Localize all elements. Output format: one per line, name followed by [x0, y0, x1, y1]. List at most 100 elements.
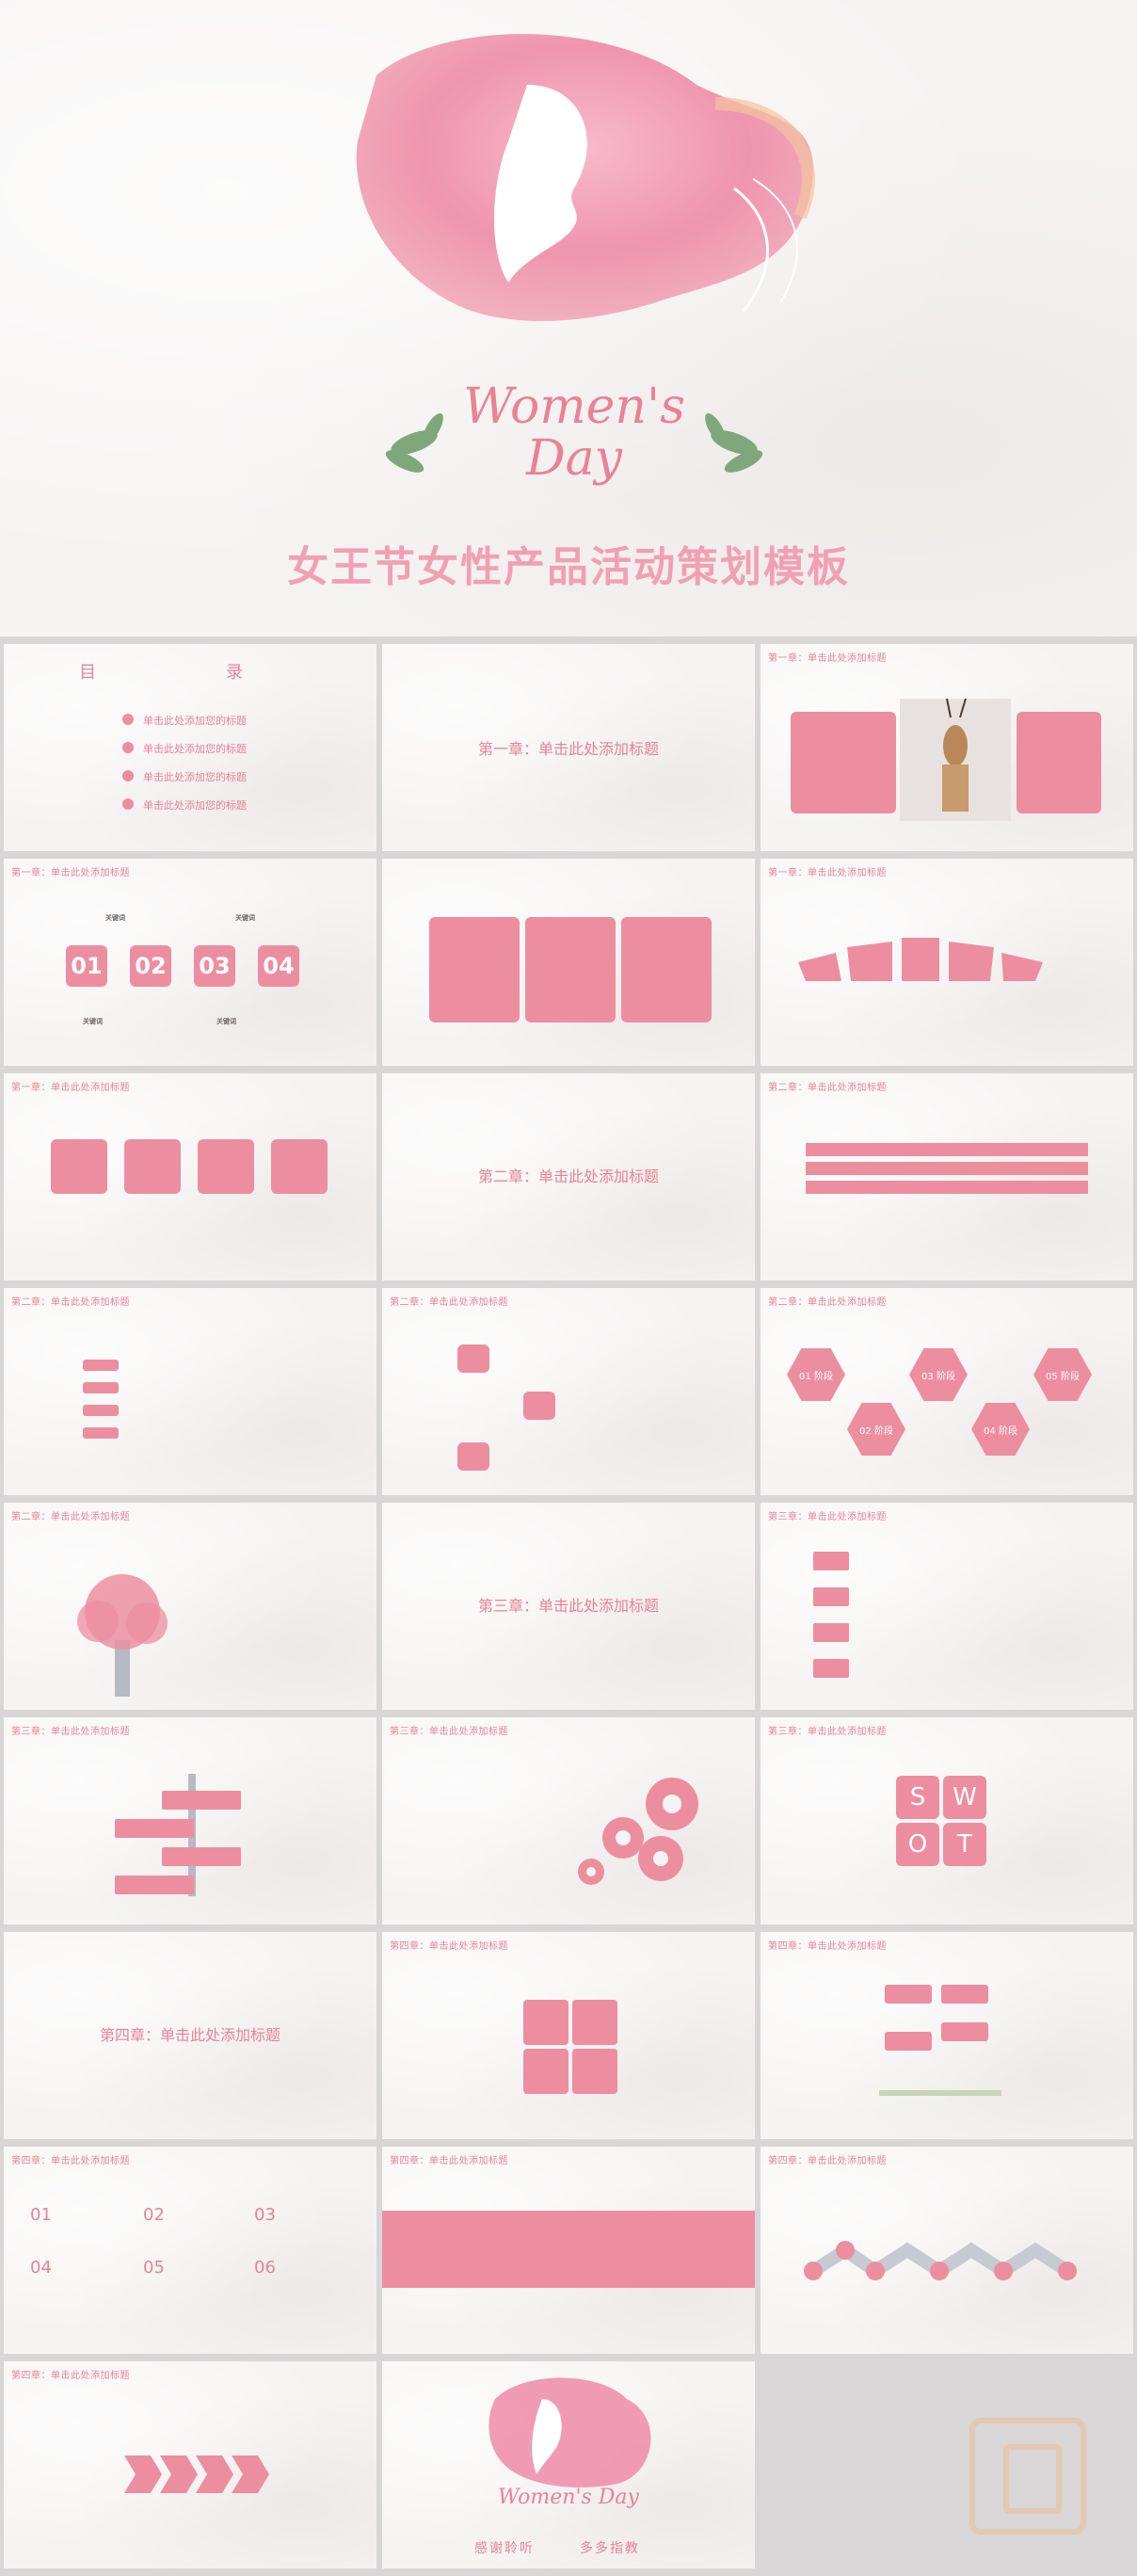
gears-icon	[578, 1778, 698, 1885]
slide-header: 第二章：单击此处添加标题	[11, 1297, 130, 1308]
card-team	[621, 917, 712, 1022]
cover-script-title: Women's Day	[463, 378, 685, 487]
toc-item-2[interactable]: 单击此处添加您的标题	[143, 743, 247, 755]
slide-arrows: 第三章：单击此处添加标题	[761, 1503, 1133, 1710]
slide-header: 第一章：单击此处添加标题	[11, 1083, 130, 1093]
slide-icons: 第一章：单击此处添加标题	[4, 1073, 376, 1280]
slide-header: 第一章：单击此处添加标题	[11, 868, 130, 878]
info-card-right	[1017, 712, 1101, 813]
slide-header: 第四章：单击此处添加标题	[390, 2156, 508, 2166]
scale-block	[885, 1985, 932, 2004]
slide-header: 第一章：单击此处添加标题	[768, 653, 887, 664]
toc-heading-left: 目	[79, 663, 96, 683]
slide-header: 第一章：单击此处添加标题	[768, 868, 887, 878]
scale-block	[941, 2022, 988, 2041]
group-icon	[457, 1442, 489, 1471]
hex-stage: 04 阶段	[971, 1403, 1030, 1456]
swot-w: W	[943, 1776, 986, 1819]
toc-item-4[interactable]: 单击此处添加您的标题	[143, 799, 247, 812]
sign-arrow	[162, 1791, 241, 1810]
keyword-label: 关键词	[83, 1018, 103, 1025]
keyword-label: 关键词	[216, 1018, 236, 1025]
swot-o: O	[896, 1823, 939, 1866]
arrow-tag	[813, 1587, 849, 1606]
arrow-tag	[813, 1552, 849, 1570]
tag	[83, 1405, 119, 1416]
puzzle-piece	[523, 2049, 568, 2094]
ending-script-title: Women's Day	[498, 2486, 639, 2509]
ending-slide: Women's Day 感谢聆听 多多指教	[382, 2361, 755, 2568]
hex-stage: 02 阶段	[847, 1403, 905, 1456]
anchor-icon	[124, 1139, 181, 1194]
item-number: 06	[254, 2258, 276, 2278]
slide-header: 第二章：单击此处添加标题	[768, 1297, 887, 1308]
scale-block	[941, 1985, 988, 2004]
chapter-4-title: 第四章：单击此处添加标题	[99, 2026, 280, 2044]
slide-numbers: 第一章：单击此处添加标题 01 02 03 04 关键词 关键词 关键词 关键词	[4, 859, 376, 1066]
toc-bullet	[122, 798, 134, 810]
keyword-label: 关键词	[105, 914, 125, 922]
cover-slide: Women's Day 女王节女性产品活动策划模板	[0, 0, 1137, 636]
chapter-1-slide: 第一章：单击此处添加标题	[382, 644, 755, 851]
slide-header: 第四章：单击此处添加标题	[390, 1941, 508, 1952]
slide-header: 第三章：单击此处添加标题	[390, 1727, 508, 1737]
scale-beam	[879, 2090, 1001, 2096]
slide-hexagons: 第二章：单击此处添加标题 01 阶段 02 阶段 03 阶段 04 阶段 05 …	[761, 1288, 1133, 1495]
slide-header: 第二章：单击此处添加标题	[390, 1297, 508, 1308]
puzzle-piece	[572, 2049, 617, 2094]
keyword-label: 关键词	[235, 914, 255, 922]
slide-chevrons: 第四章：单击此处添加标题	[4, 2361, 376, 2568]
toc-bullet	[122, 714, 134, 725]
slide-podium: 第一章：单击此处添加标题	[761, 859, 1133, 1066]
tree-icon	[77, 1574, 168, 1697]
chapter-3-slide: 第三章：单击此处添加标题	[382, 1503, 755, 1710]
slide-tree: 第二章：单击此处添加标题	[4, 1503, 376, 1710]
item-number: 05	[143, 2258, 165, 2278]
slide-stacked-titles: 第二章：单击此处添加标题	[761, 1073, 1133, 1280]
arrow-tag	[813, 1659, 849, 1678]
slide-list: 第二章：单击此处添加标题	[4, 1288, 376, 1495]
ending-illustration	[488, 2377, 651, 2487]
chevron-arrows	[124, 2455, 269, 2493]
chat-icon	[523, 1392, 555, 1420]
item-number: 03	[254, 2205, 276, 2225]
hex-stage: 05 阶段	[1033, 1348, 1092, 1401]
step-number: 02	[130, 945, 171, 987]
hex-stage: 03 阶段	[909, 1348, 968, 1401]
zigzag-path	[804, 2241, 1077, 2280]
slide-scale: 第四章：单击此处添加标题	[761, 1932, 1133, 2139]
slide-signpost: 第三章：单击此处添加标题	[4, 1717, 376, 1924]
sign-arrow	[115, 1819, 194, 1838]
sign-arrow	[162, 1847, 241, 1866]
tag	[83, 1360, 119, 1371]
slide-header: 第二章：单击此处添加标题	[11, 1512, 130, 1522]
toc-item-1[interactable]: 单击此处添加您的标题	[143, 715, 247, 727]
slide-header: 第三章：单击此处添加标题	[768, 1512, 887, 1522]
item-number: 04	[30, 2258, 52, 2278]
tag	[83, 1382, 119, 1393]
card-group	[525, 917, 616, 1022]
item-number: 02	[143, 2205, 165, 2225]
info-card-left	[791, 712, 896, 813]
toc-heading-right: 录	[226, 663, 243, 683]
tag	[83, 1427, 119, 1439]
slide-header: 第三章：单击此处添加标题	[11, 1727, 130, 1737]
watermark-logo	[969, 2418, 1086, 2535]
chart-icon	[457, 1344, 489, 1373]
antelope-photo	[900, 698, 1011, 821]
step-number: 03	[194, 945, 235, 987]
puzzle-piece	[523, 2000, 568, 2045]
hex-stage: 01 阶段	[787, 1348, 845, 1401]
slide-antelope: 第一章：单击此处添加标题	[761, 644, 1133, 851]
slide-media-bar: 第四章：单击此处添加标题	[382, 2147, 755, 2354]
ending-right-text: 多多指教	[580, 2541, 640, 2556]
swot-s: S	[896, 1776, 939, 1819]
step-number: 01	[66, 945, 107, 987]
signpost-icon	[271, 1139, 328, 1194]
swot-t: T	[943, 1823, 986, 1866]
title-bar	[806, 1181, 1088, 1194]
toc-item-3[interactable]: 单击此处添加您的标题	[143, 771, 247, 783]
slide-puzzle: 第四章：单击此处添加标题	[382, 1932, 755, 2139]
slide-six-numbers: 第四章：单击此处添加标题 01 02 03 04 05 06	[4, 2147, 376, 2354]
